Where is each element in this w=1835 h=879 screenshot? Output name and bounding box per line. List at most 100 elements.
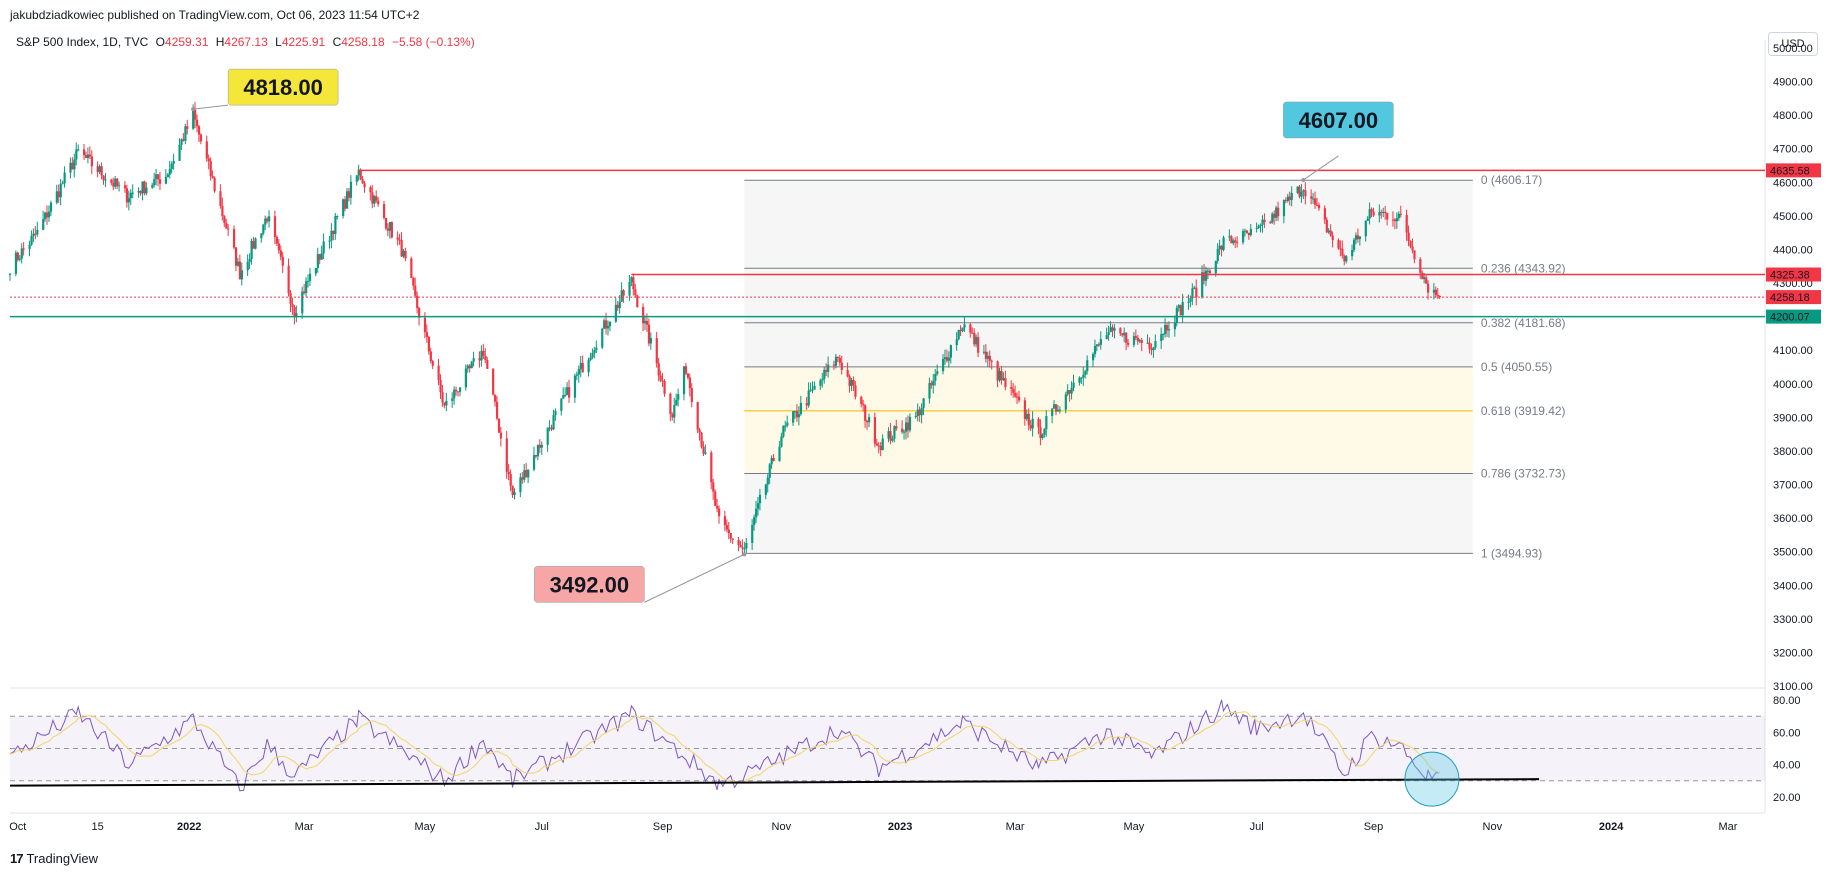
candle-body bbox=[743, 548, 746, 550]
open-label: O bbox=[155, 35, 165, 49]
candle-body bbox=[540, 444, 543, 448]
candle-body bbox=[928, 383, 931, 399]
candle-body bbox=[669, 393, 672, 415]
candle-body bbox=[155, 174, 158, 180]
candle-body bbox=[1354, 235, 1358, 240]
candle-body bbox=[495, 401, 499, 419]
candle-body bbox=[813, 385, 816, 390]
candle-body bbox=[975, 337, 978, 345]
candle-body bbox=[1068, 390, 1071, 394]
candle-body bbox=[404, 250, 407, 259]
candle-body bbox=[83, 149, 86, 156]
candle-body bbox=[784, 425, 787, 427]
candle-body bbox=[455, 389, 458, 392]
candle-body bbox=[1000, 370, 1003, 381]
candle-body bbox=[412, 277, 415, 286]
candle-body bbox=[73, 159, 76, 170]
candle-body bbox=[314, 267, 318, 274]
candle-body bbox=[1148, 342, 1151, 349]
candle-body bbox=[838, 357, 841, 363]
candle-body bbox=[114, 178, 117, 187]
candle-body bbox=[1304, 190, 1307, 197]
candle-body bbox=[377, 200, 380, 205]
candle-body bbox=[1072, 382, 1075, 388]
candle-body bbox=[414, 285, 417, 296]
candle-body bbox=[982, 351, 986, 353]
candle-body bbox=[821, 379, 824, 381]
candle-body bbox=[786, 422, 789, 426]
callout-leader bbox=[644, 553, 745, 603]
candle-body bbox=[1243, 230, 1247, 232]
callout-anchor bbox=[1301, 177, 1306, 182]
time-axis-tick: 15 bbox=[92, 821, 104, 833]
price-axis-tick: 4600.00 bbox=[1773, 177, 1813, 189]
candle-body bbox=[1378, 211, 1381, 216]
candle-body bbox=[1432, 289, 1436, 293]
price-axis-tick: 4400.00 bbox=[1773, 244, 1813, 256]
candle-body bbox=[945, 357, 949, 361]
candle-body bbox=[1421, 272, 1424, 280]
candle-body bbox=[745, 543, 748, 549]
candle-body bbox=[1380, 211, 1383, 213]
rsi-axis-tick: 60.00 bbox=[1773, 727, 1801, 739]
candle-body bbox=[1189, 298, 1192, 302]
candle-body bbox=[478, 358, 481, 361]
candle-body bbox=[764, 484, 767, 495]
candle-body bbox=[1302, 190, 1305, 192]
open-value: 4259.31 bbox=[165, 35, 209, 49]
candle-body bbox=[355, 175, 358, 182]
candle-body bbox=[1296, 186, 1299, 193]
symbol-name[interactable]: S&P 500 Index, 1D, TVC bbox=[16, 35, 149, 49]
candle-body bbox=[704, 452, 707, 454]
candle-body bbox=[1066, 390, 1069, 395]
candle-body bbox=[780, 436, 783, 447]
candle-body bbox=[1386, 213, 1389, 220]
price-axis-tick: 3300.00 bbox=[1773, 614, 1813, 626]
candle-body bbox=[273, 216, 277, 237]
candle-body bbox=[963, 324, 966, 328]
candle-body bbox=[758, 494, 762, 504]
price-axis-tick: 3700.00 bbox=[1773, 480, 1813, 492]
candle-body bbox=[595, 347, 598, 351]
candle-body bbox=[1166, 325, 1169, 331]
candle-body bbox=[1310, 196, 1313, 199]
price-callout-label: 4818.00 bbox=[243, 75, 323, 100]
candle-body bbox=[1436, 295, 1439, 297]
candle-body bbox=[1269, 221, 1272, 223]
candle-body bbox=[877, 445, 880, 447]
candle-body bbox=[690, 388, 693, 403]
candle-body bbox=[104, 179, 107, 181]
candle-body bbox=[182, 139, 185, 141]
candle-body bbox=[127, 198, 131, 203]
candle-body bbox=[1298, 186, 1301, 197]
candle-body bbox=[827, 364, 830, 372]
candle-body bbox=[1245, 230, 1249, 233]
candle-body bbox=[330, 230, 333, 241]
currency-button[interactable]: USD bbox=[1768, 32, 1818, 56]
candle-body bbox=[1029, 425, 1032, 429]
candle-body bbox=[770, 457, 773, 465]
candle-body bbox=[671, 414, 674, 418]
candle-body bbox=[384, 217, 388, 229]
candle-body bbox=[799, 403, 803, 415]
candle-body bbox=[1111, 327, 1114, 331]
candle-body bbox=[1107, 332, 1110, 336]
candle-body bbox=[1154, 341, 1157, 348]
candle-body bbox=[527, 469, 530, 478]
candle-body bbox=[400, 240, 403, 257]
fib-level-label: 0.618 (3919.42) bbox=[1481, 404, 1566, 418]
candle-body bbox=[834, 356, 838, 366]
candle-body bbox=[581, 362, 584, 373]
candle-body bbox=[971, 332, 974, 334]
candle-body bbox=[275, 236, 279, 244]
candle-body bbox=[316, 254, 319, 268]
candle-body bbox=[895, 426, 898, 429]
candle-body bbox=[936, 371, 939, 375]
candle-body bbox=[657, 363, 660, 376]
candle-body bbox=[429, 351, 432, 362]
change-value: −5.58 (−0.13%) bbox=[391, 35, 475, 49]
candle-body bbox=[1222, 237, 1225, 250]
candle-body bbox=[1370, 209, 1373, 212]
candle-body bbox=[458, 387, 462, 392]
